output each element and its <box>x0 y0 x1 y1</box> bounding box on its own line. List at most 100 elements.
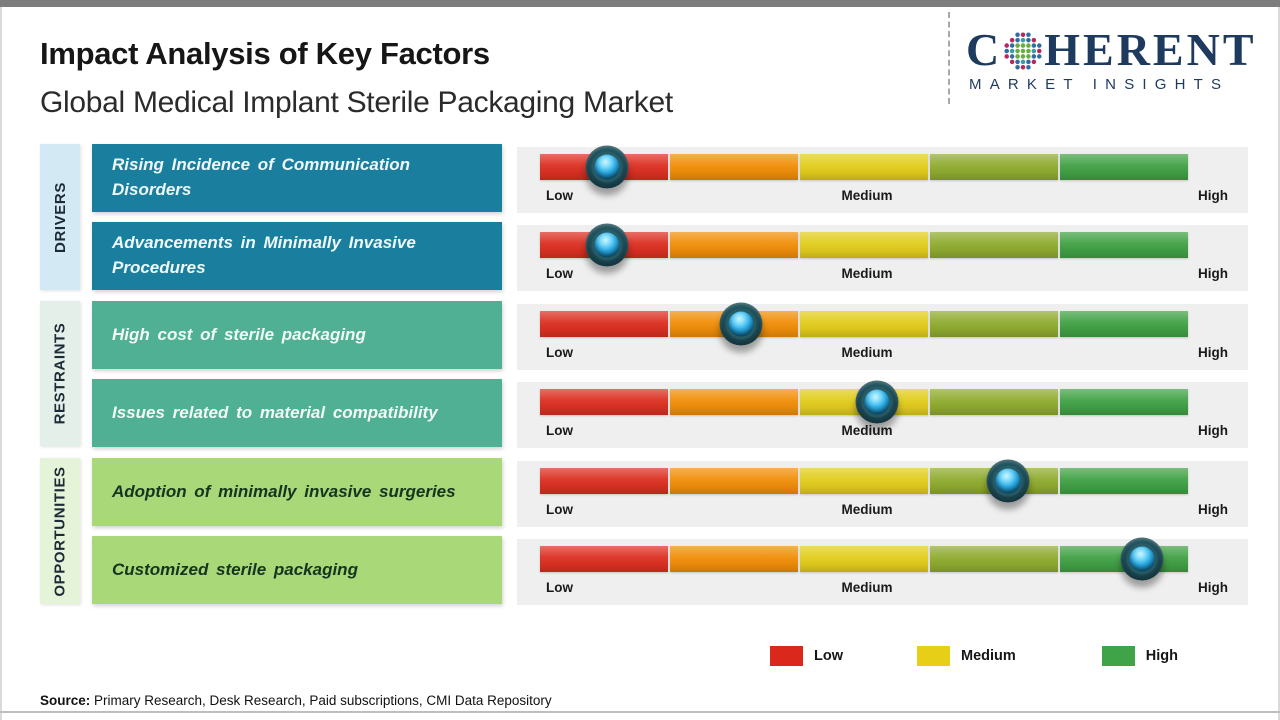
factor-box: Advancements in Minimally Invasive Proce… <box>92 222 502 290</box>
impact-scale-panel: Low Medium High <box>517 537 1248 605</box>
impact-scale-bar <box>540 223 1188 267</box>
scale-ticks: Low Medium High <box>540 580 1228 598</box>
impact-scale-panel: Low Medium High <box>517 459 1248 527</box>
scale-segment-low-medium <box>670 389 798 415</box>
group-strip-opportunities: OPPORTUNITIES <box>40 458 80 604</box>
scale-segment-medium-high <box>930 389 1058 415</box>
scale-segment-high <box>1060 154 1188 180</box>
scale-segment-low-medium <box>670 154 798 180</box>
factor-box: Issues related to material compatibility <box>92 379 502 447</box>
impact-marker <box>855 380 899 424</box>
factor-label: High cost of sterile packaging <box>112 324 366 344</box>
tick-medium: Medium <box>841 345 893 360</box>
scale-ticks: Low Medium High <box>540 502 1228 520</box>
factor-label: Rising Incidence of Communication Disord… <box>112 155 411 199</box>
tick-low: Low <box>546 266 573 281</box>
logo-brand-word: C HERENT <box>966 26 1262 74</box>
page-title: Impact Analysis of Key Factors <box>40 36 490 71</box>
scale-segment-medium <box>800 546 928 572</box>
group-strip-restraints: RESTRAINTS <box>40 301 80 446</box>
legend-item-high: High <box>1101 646 1178 666</box>
tick-medium: Medium <box>841 502 893 517</box>
tick-high: High <box>1198 345 1228 360</box>
legend-swatch-low <box>770 646 803 666</box>
scale-segment-low-medium <box>670 468 798 494</box>
scale-segment-high <box>1060 232 1188 258</box>
tick-high: High <box>1198 580 1228 595</box>
legend-item-medium: Medium <box>917 646 1016 666</box>
source-text: Primary Research, Desk Research, Paid su… <box>90 693 552 708</box>
tick-medium: Medium <box>841 580 893 595</box>
factor-box: Customized sterile packaging <box>92 536 502 604</box>
tick-medium: Medium <box>841 188 893 203</box>
tick-low: Low <box>546 188 573 203</box>
tick-high: High <box>1198 266 1228 281</box>
legend-swatch-high <box>1101 646 1135 666</box>
scale-segment-medium <box>800 154 928 180</box>
factor-box: Adoption of minimally invasive surgeries <box>92 458 502 526</box>
scale-segment-low <box>540 546 668 572</box>
scale-segment-low-medium <box>670 546 798 572</box>
impact-scale-panel: Low Medium High <box>517 380 1248 448</box>
tick-high: High <box>1198 502 1228 517</box>
scale-segment-medium-high <box>930 311 1058 337</box>
logo-divider-dashed-line <box>948 12 950 104</box>
factor-box: High cost of sterile packaging <box>92 301 502 369</box>
impact-marker <box>1120 537 1164 581</box>
scale-ticks: Low Medium High <box>540 423 1228 441</box>
tick-low: Low <box>546 423 573 438</box>
factor-label: Adoption of minimally invasive surgeries <box>112 481 456 501</box>
legend: Low Medium High <box>770 646 1178 666</box>
tick-medium: Medium <box>841 266 893 281</box>
factor-label: Customized sterile packaging <box>112 559 358 579</box>
bottom-divider-line <box>0 711 1280 713</box>
impact-scale-panel: Low Medium High <box>517 302 1248 370</box>
top-border-strip <box>0 0 1280 7</box>
globe-dots-icon <box>1004 32 1042 70</box>
group-label-drivers: DRIVERS <box>51 181 69 253</box>
factor-label: Issues related to material compatibility <box>112 402 438 422</box>
scale-segment-high <box>1060 389 1188 415</box>
scale-segment-medium-high <box>930 232 1058 258</box>
group-label-restraints: RESTRAINTS <box>51 322 69 425</box>
scale-segment-medium-high <box>930 546 1058 572</box>
tick-low: Low <box>546 502 573 517</box>
impact-scale-panel: Low Medium High <box>517 145 1248 213</box>
legend-swatch-medium <box>917 646 950 666</box>
logo-letter-c: C <box>966 24 1003 75</box>
tick-high: High <box>1198 423 1228 438</box>
scale-segment-high <box>1060 311 1188 337</box>
scale-ticks: Low Medium High <box>540 188 1228 206</box>
impact-scale-bar <box>540 145 1188 189</box>
impact-marker <box>585 223 629 267</box>
factor-box: Rising Incidence of Communication Disord… <box>92 144 502 212</box>
scale-ticks: Low Medium High <box>540 266 1228 284</box>
tick-low: Low <box>546 345 573 360</box>
scale-segment-high <box>1060 468 1188 494</box>
impact-marker <box>585 145 629 189</box>
factor-label: Advancements in Minimally Invasive Proce… <box>112 233 416 277</box>
legend-label-low: Low <box>814 648 843 664</box>
scale-segment-medium-high <box>930 154 1058 180</box>
scale-segment-medium <box>800 468 928 494</box>
tick-low: Low <box>546 580 573 595</box>
legend-item-low: Low <box>770 646 843 666</box>
source-line: Source: Primary Research, Desk Research,… <box>40 693 552 708</box>
logo-tagline: MARKET INSIGHTS <box>969 76 1230 93</box>
scale-segment-low <box>540 389 668 415</box>
impact-scale-bar <box>540 537 1188 581</box>
scale-segment-medium <box>800 232 928 258</box>
impact-marker <box>719 302 763 346</box>
impact-scale-bar <box>540 380 1188 424</box>
group-strip-drivers: DRIVERS <box>40 144 80 290</box>
impact-scale-bar <box>540 459 1188 503</box>
group-label-opportunities: OPPORTUNITIES <box>51 465 69 597</box>
legend-label-medium: Medium <box>961 648 1016 664</box>
tick-high: High <box>1198 188 1228 203</box>
legend-label-high: High <box>1145 648 1178 664</box>
impact-marker <box>986 459 1030 503</box>
impact-scale-bar <box>540 302 1188 346</box>
logo-brand-rest: HERENT <box>1044 24 1257 75</box>
scale-ticks: Low Medium High <box>540 345 1228 363</box>
